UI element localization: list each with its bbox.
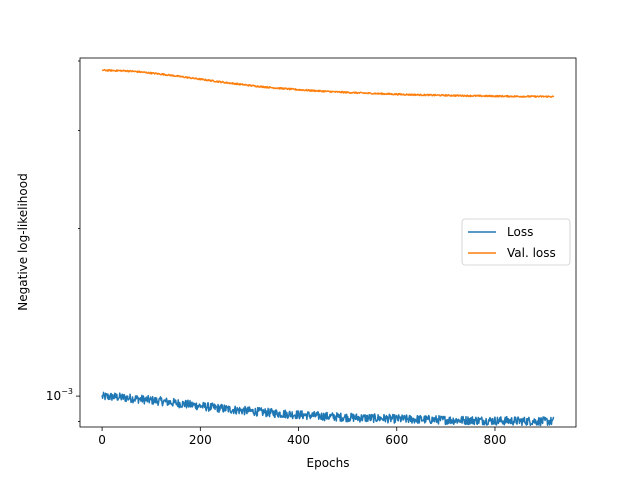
series-line-loss [101,391,555,427]
x-tick-label: 600 [385,433,408,447]
legend-label-loss: Loss [507,225,533,239]
x-tick-label: 800 [484,433,507,447]
x-axis-label: Epochs [307,456,350,470]
legend: Loss Val. loss [461,218,571,266]
series-line-val-loss [101,68,555,98]
x-tick-label: 0 [98,433,106,447]
plot-frame [79,57,577,428]
x-tick-label: 400 [287,433,310,447]
x-tick-label: 200 [189,433,212,447]
series-layer [101,68,555,427]
x-ticks: 0 200 400 600 800 [98,427,506,447]
y-axis-label: Negative log-likelihood [16,173,30,310]
y-tick-label: 10−3 [46,387,73,403]
legend-label-val-loss: Val. loss [507,246,556,260]
y-ticks: 10−3 [46,60,80,422]
